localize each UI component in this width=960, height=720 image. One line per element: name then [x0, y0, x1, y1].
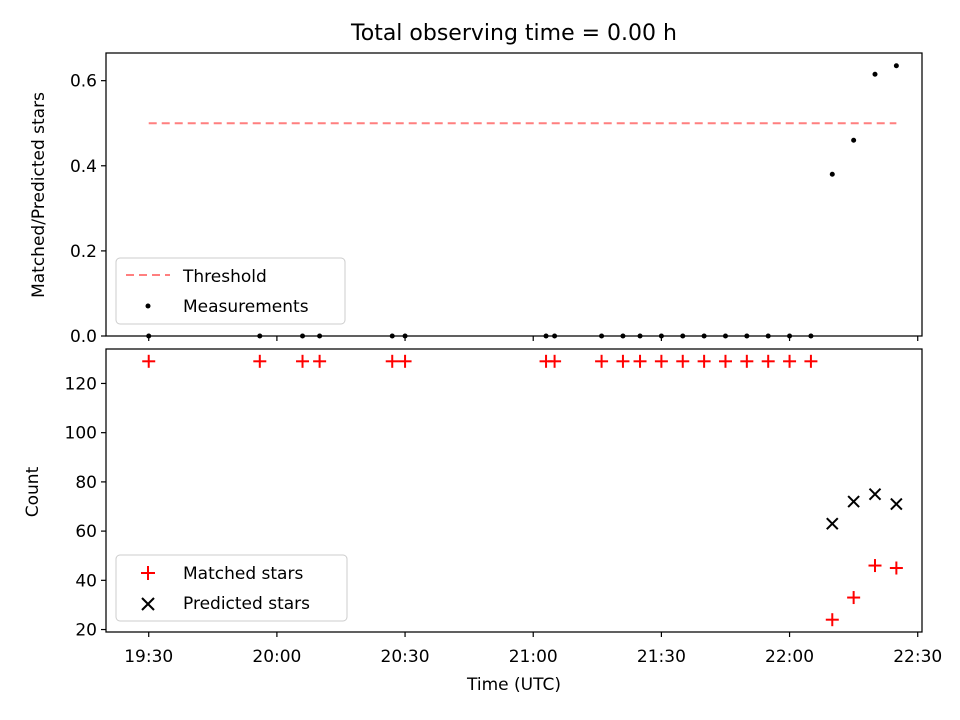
bottom-legend: Matched stars Predicted stars — [115, 554, 348, 622]
bottom-y-tick-label: 20 — [75, 621, 97, 641]
measurement-point — [893, 63, 899, 69]
matched-star-point — [697, 354, 711, 368]
matched-star-point — [253, 354, 267, 368]
bottom-y-tick-label: 120 — [65, 374, 97, 394]
measurements-legend-label: Measurements — [183, 297, 309, 317]
x-axis-label: Time (UTC) — [466, 675, 561, 695]
predicted-star-point — [847, 495, 860, 508]
top-axes-frame — [105, 52, 923, 337]
matched-stars-legend-swatch — [141, 566, 155, 580]
x-tick-label: 20:00 — [252, 647, 301, 667]
measurements-legend-swatch — [145, 303, 151, 309]
matched-star-point — [296, 354, 310, 368]
matched-star-point — [868, 559, 882, 573]
matched-star-point — [783, 354, 797, 368]
top-legend-box — [115, 257, 346, 325]
x-tick-label: 21:30 — [637, 647, 686, 667]
top-y-ticks: 0.0 0.2 0.4 0.6 — [70, 72, 106, 347]
bottom-panel: 20 40 60 80 100 120 19:30 20:00 20:30 21:00 21:30… — [23, 348, 942, 695]
bottom-y-axis-label: Count — [23, 466, 43, 517]
threshold-legend-label: Threshold — [182, 267, 267, 287]
matched-star-point — [676, 354, 690, 368]
top-panel: 0.0 0.2 0.4 0.6 Matched/Predicted stars Thr… — [29, 52, 923, 347]
x-tick-label: 22:00 — [765, 647, 814, 667]
x-tick-label: 20:30 — [381, 647, 430, 667]
bottom-x-ticks: 19:30 20:00 20:30 21:00 21:30 22:00 22:30 — [124, 632, 942, 667]
predicted-stars-legend-swatch — [141, 597, 155, 611]
predicted-star-point — [890, 497, 903, 511]
matched-star-point — [761, 354, 775, 368]
bottom-y-tick-label: 80 — [75, 473, 97, 493]
bottom-y-tick-label: 40 — [75, 571, 97, 591]
matched-star-point — [847, 591, 861, 605]
matched-star-point — [633, 354, 647, 368]
bottom-y-ticks: 20 40 60 80 100 120 — [65, 374, 106, 641]
bottom-marks — [142, 354, 903, 627]
x-tick-label: 19:30 — [124, 647, 173, 667]
top-x-ticks — [148, 336, 919, 341]
measurement-point — [872, 71, 878, 77]
x-tick-label: 22:30 — [893, 647, 942, 667]
top-legend: Threshold Measurements — [115, 257, 346, 325]
matched-star-point — [654, 354, 668, 368]
measurement-point — [851, 137, 857, 143]
matched-star-point — [889, 561, 903, 575]
matched-star-point — [718, 354, 732, 368]
matched-star-point — [548, 354, 562, 368]
top-y-tick-label: 0.4 — [70, 157, 97, 177]
top-y-axis-label: Matched/Predicted stars — [29, 92, 49, 298]
matched-star-point — [616, 354, 630, 368]
matched-star-point — [804, 354, 818, 368]
bottom-legend-box — [115, 554, 348, 622]
matched-stars-legend-label: Matched stars — [183, 564, 303, 584]
bottom-axes-frame — [105, 348, 923, 633]
matched-star-point — [740, 354, 754, 368]
measurement-point — [829, 171, 835, 177]
predicted-stars-legend-label: Predicted stars — [183, 594, 310, 614]
chart-title: Total observing time = 0.00 h — [350, 21, 677, 46]
predicted-star-point — [868, 487, 882, 501]
matched-star-point — [385, 354, 399, 368]
bottom-y-tick-label: 60 — [75, 522, 97, 542]
top-y-tick-label: 0.2 — [70, 242, 97, 262]
matched-star-point — [313, 354, 327, 368]
top-y-tick-label: 0.0 — [70, 327, 97, 347]
predicted-star-point — [826, 517, 839, 530]
matched-star-point — [142, 354, 156, 368]
x-tick-label: 21:00 — [509, 647, 558, 667]
top-y-tick-label: 0.6 — [70, 72, 97, 92]
matched-star-point — [595, 354, 609, 368]
bottom-y-tick-label: 100 — [65, 424, 97, 444]
matched-star-point — [398, 354, 412, 368]
matched-star-point — [825, 613, 839, 627]
